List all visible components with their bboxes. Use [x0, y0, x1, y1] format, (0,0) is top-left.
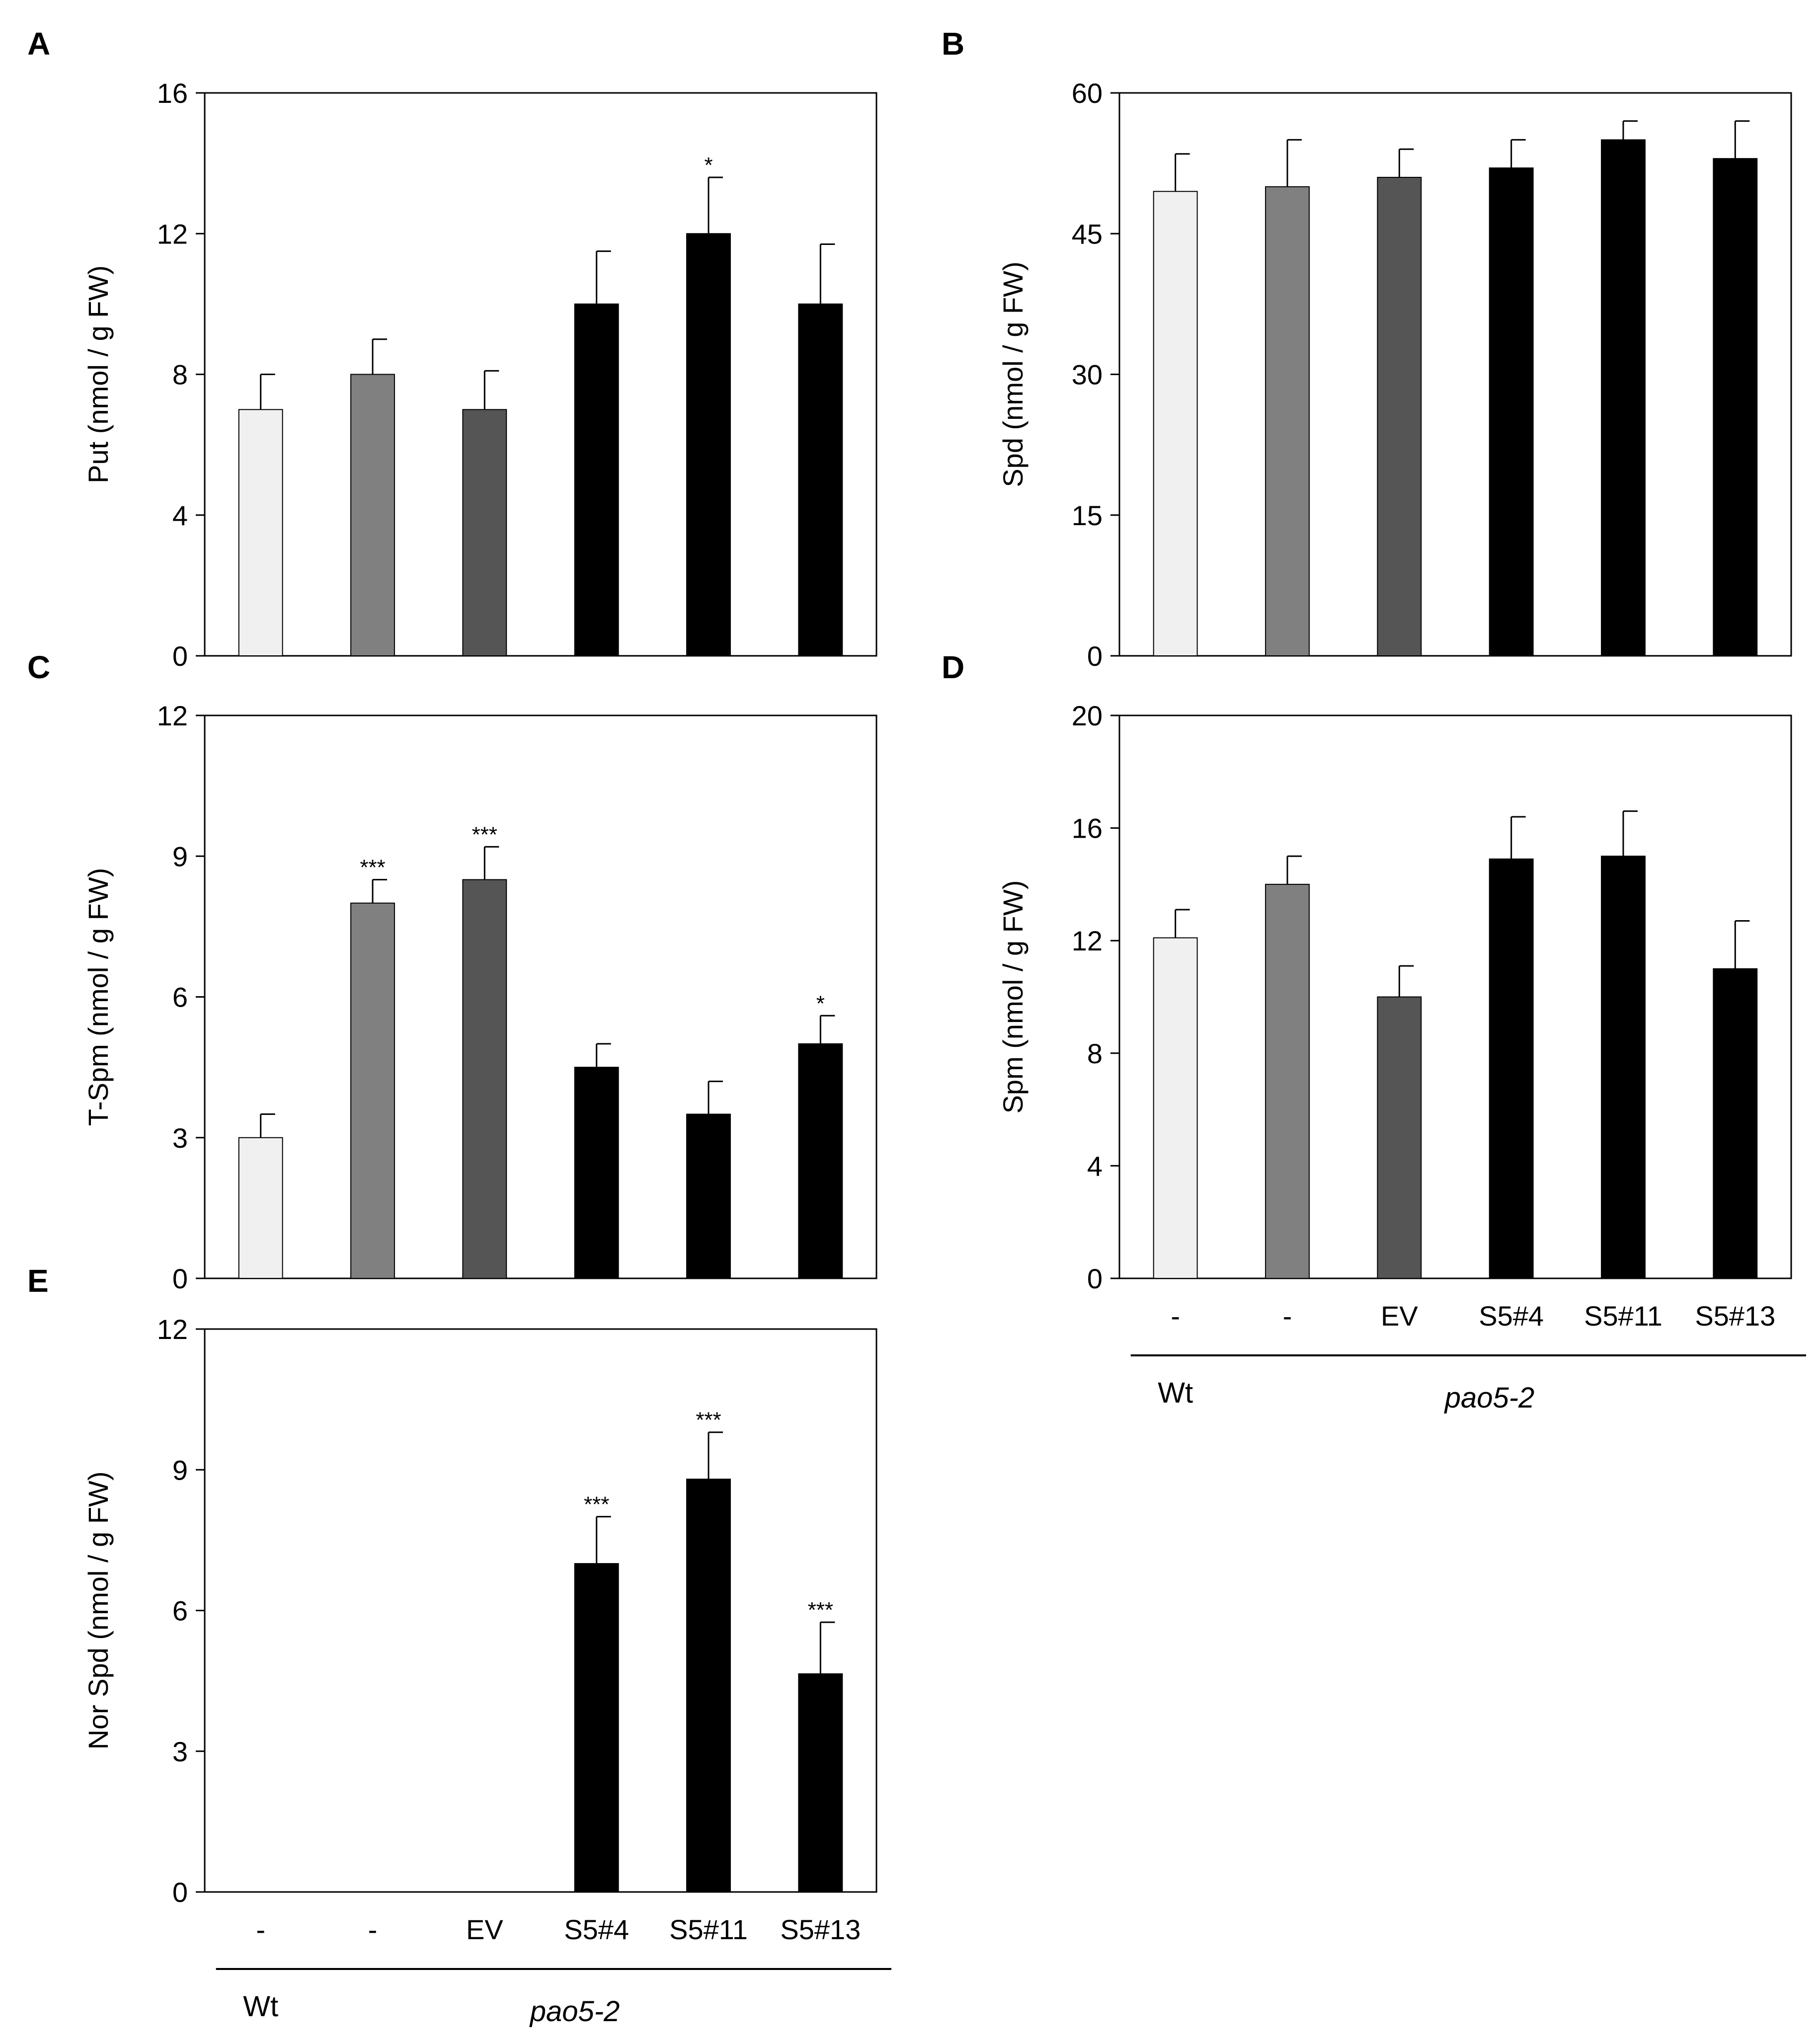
- panel-a: A 0 4 8 12 16 Put (nmol / g FW) *: [27, 26, 877, 672]
- bar: [798, 1043, 843, 1279]
- bar: [1489, 858, 1534, 1279]
- y-axis-label: Spm (nmol / g FW): [997, 880, 1029, 1114]
- y-tick-label: 0: [172, 640, 188, 672]
- panel-letter: D: [942, 649, 964, 685]
- y-tick-label: 0: [1087, 1263, 1103, 1294]
- x-category-label: -: [1283, 1300, 1292, 1332]
- y-tick-label: 16: [1072, 813, 1103, 844]
- bar: [574, 1067, 619, 1279]
- x-category-label: S5#11: [669, 1914, 748, 1945]
- significance-label: ***: [584, 1493, 609, 1517]
- x-category-label: S5#11: [1584, 1300, 1662, 1332]
- y-axis-label: Spd (nmol / g FW): [997, 261, 1029, 487]
- x-category-label: S5#13: [1695, 1300, 1775, 1332]
- x-category-label: EV: [466, 1914, 503, 1945]
- plot-frame: [204, 714, 877, 1279]
- y-tick-label: 0: [172, 1263, 188, 1294]
- mutant-group-label: pao5-2: [1444, 1382, 1535, 1414]
- y-tick-label: 15: [1072, 500, 1103, 531]
- plot-frame: [1118, 92, 1792, 657]
- bar: [238, 409, 283, 656]
- panel-d: D 0 4 8 12 16 20 Spm (nmol / g FW) - - EV S5#4 S5#11…: [942, 649, 1806, 1414]
- mutant-group-label: pao5-2: [529, 1995, 620, 2028]
- bar: [462, 409, 507, 656]
- plot-frame: [204, 1328, 877, 1893]
- x-category-label: S5#4: [1479, 1300, 1544, 1332]
- y-tick-label: 8: [1087, 1038, 1103, 1069]
- panel-letter: B: [942, 26, 964, 62]
- bar: [1713, 158, 1758, 656]
- x-category-label: S5#4: [564, 1914, 629, 1945]
- y-axis-label: T-Spm (nmol / g FW): [82, 868, 114, 1126]
- y-tick-label: 3: [172, 1122, 188, 1154]
- x-category-label: -: [256, 1914, 265, 1945]
- bar: [1153, 191, 1198, 656]
- y-tick-label: 6: [172, 1595, 188, 1627]
- wt-group-label: Wt: [1158, 1377, 1193, 1409]
- x-category-label: S5#13: [780, 1914, 861, 1945]
- bar: [350, 902, 395, 1279]
- y-tick-label: 9: [172, 1454, 188, 1486]
- bar: [574, 303, 619, 656]
- y-tick-label: 12: [157, 1314, 188, 1345]
- bar: [1601, 856, 1646, 1279]
- y-tick-label: 12: [157, 700, 188, 731]
- bar: [1489, 167, 1534, 657]
- panel-letter: A: [27, 26, 50, 62]
- y-tick-label: 3: [172, 1736, 188, 1767]
- bar: [1265, 186, 1310, 657]
- y-axis-label: Put (nmol / g FW): [82, 265, 114, 483]
- significance-label: ***: [696, 1408, 721, 1432]
- y-tick-label: 9: [172, 841, 188, 872]
- significance-label: ***: [360, 855, 385, 879]
- y-tick-label: 0: [172, 1877, 188, 1908]
- bar: [686, 1479, 731, 1892]
- y-tick-label: 16: [157, 78, 188, 109]
- y-tick-label: 30: [1072, 359, 1103, 391]
- bar: [798, 1673, 843, 1892]
- panel-letter: C: [27, 649, 50, 685]
- bar: [1377, 176, 1422, 656]
- panel-e: E 0 3 6 9 12 Nor Spd (nmol / g FW) *** *** *** - - E…: [27, 1263, 891, 2028]
- y-tick-label: 12: [157, 218, 188, 249]
- y-tick-label: 4: [172, 500, 188, 531]
- y-tick-label: 4: [1087, 1150, 1103, 1181]
- bar: [238, 1137, 283, 1279]
- plot-frame: [204, 92, 877, 657]
- bar: [1153, 937, 1198, 1279]
- y-axis-label: Nor Spd (nmol / g FW): [82, 1471, 114, 1749]
- x-category-label: -: [1171, 1300, 1180, 1332]
- bar: [1601, 139, 1646, 657]
- significance-label: *: [704, 153, 712, 177]
- bar: [462, 879, 507, 1279]
- bar: [686, 1113, 731, 1279]
- y-tick-label: 60: [1072, 78, 1103, 109]
- bar: [574, 1563, 619, 1892]
- x-category-label: -: [368, 1914, 378, 1945]
- y-tick-label: 0: [1087, 640, 1103, 672]
- significance-label: ***: [808, 1598, 833, 1622]
- bar: [350, 374, 395, 656]
- y-tick-label: 6: [172, 982, 188, 1013]
- bar: [1713, 968, 1758, 1279]
- wt-group-label: Wt: [243, 1990, 278, 2023]
- x-category-label: EV: [1381, 1300, 1418, 1332]
- y-tick-label: 20: [1072, 700, 1103, 731]
- panel-b: B 0 15 30 45 60 Spd (nmol / g FW): [942, 26, 1792, 672]
- plot-frame: [1118, 714, 1792, 1279]
- bar: [686, 233, 731, 656]
- y-tick-label: 45: [1072, 218, 1103, 249]
- bar: [1265, 883, 1310, 1279]
- bar: [798, 303, 843, 656]
- panel-letter: E: [27, 1263, 49, 1299]
- significance-label: *: [816, 991, 825, 1016]
- y-tick-label: 12: [1072, 925, 1103, 956]
- bar: [1377, 996, 1422, 1279]
- significance-label: ***: [472, 822, 497, 847]
- y-tick-label: 8: [172, 359, 188, 391]
